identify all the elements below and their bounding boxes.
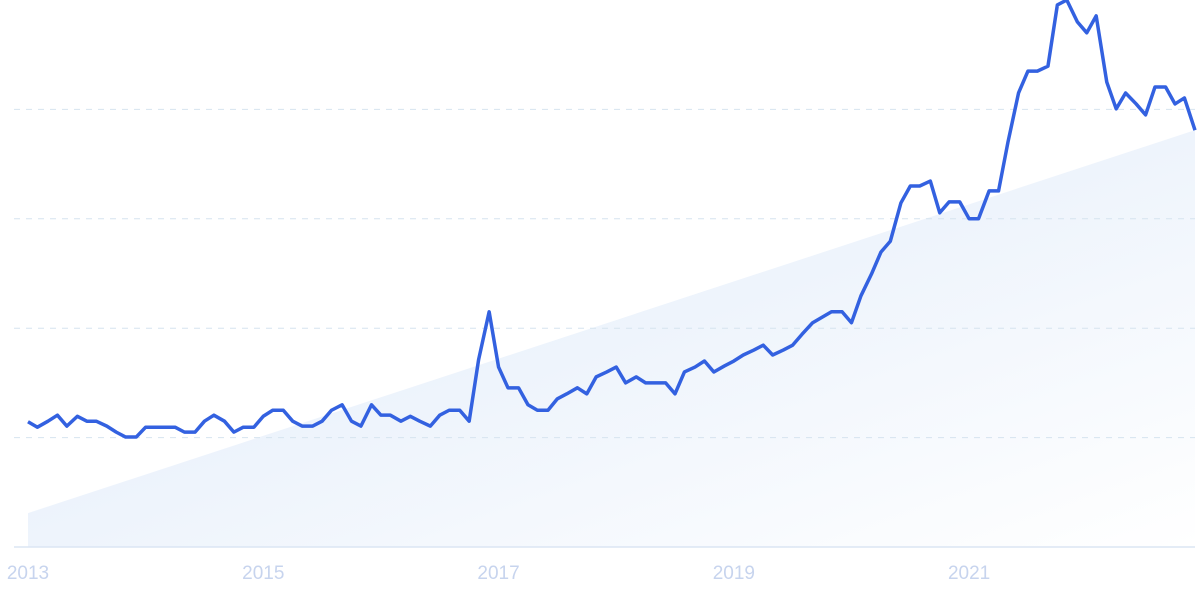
line xyxy=(27,0,1197,439)
x-tick-label: 2019 xyxy=(713,563,755,584)
x-tick-label: 2017 xyxy=(477,563,519,584)
x-tick-label: 2013 xyxy=(7,563,49,584)
x-tick-label: 2021 xyxy=(948,563,990,584)
trend-area xyxy=(28,130,1195,547)
x-tick-label: 2015 xyxy=(242,563,284,584)
